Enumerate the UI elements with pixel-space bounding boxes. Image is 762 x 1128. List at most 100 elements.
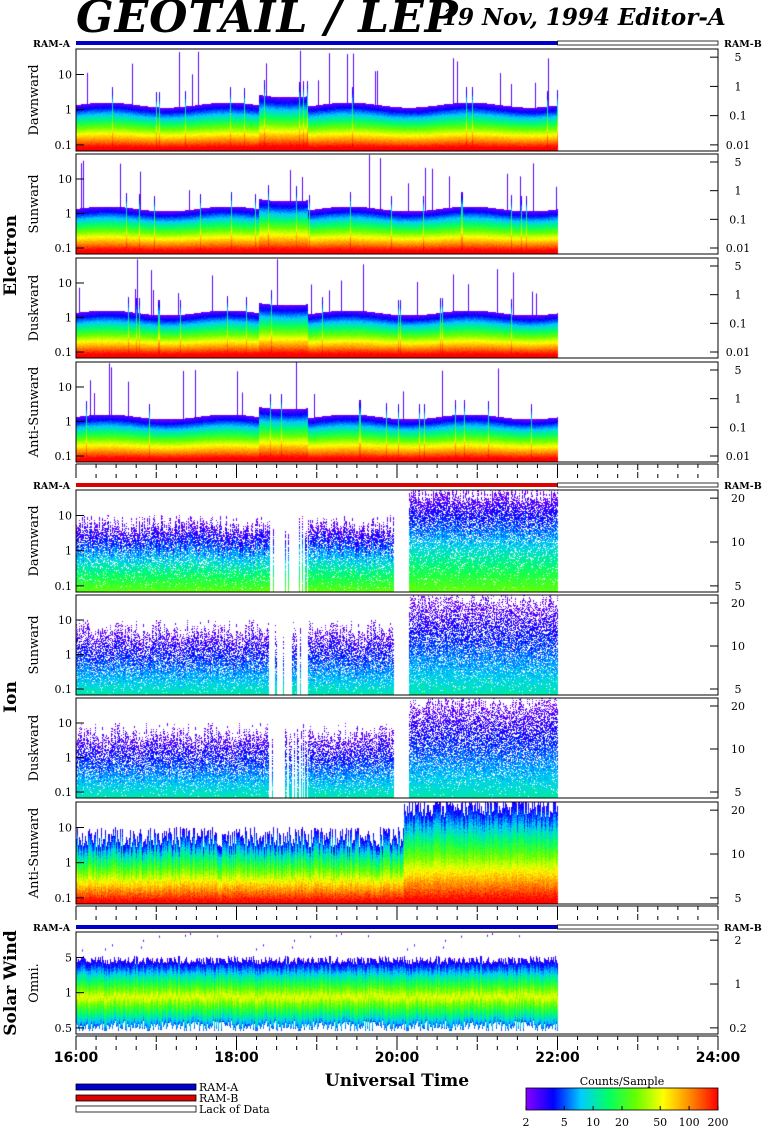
y2-tick-label: 0.01: [726, 346, 751, 359]
spectrogram-0-1: [76, 154, 718, 254]
panel-frame: [75, 257, 719, 359]
y2-tick-label: 0.1: [729, 213, 747, 226]
y2-tick-label: 1: [735, 978, 742, 991]
x-tick-label: 16:00: [54, 1050, 99, 1066]
y2-tick-label: 5: [735, 364, 742, 377]
y2-tick-label: 20: [731, 700, 745, 713]
y2-tick-label: 0.01: [726, 242, 751, 255]
x-tick-label: 22:00: [535, 1050, 580, 1066]
ram-bar-0-lack: [557, 40, 719, 46]
y2-tick-label: 5: [735, 892, 742, 905]
y2-tick-label: 10: [731, 848, 745, 861]
y-tick-label: 1: [65, 752, 72, 765]
panel-label: Omni.: [27, 963, 42, 1003]
y2-tick-label: 1: [735, 80, 742, 93]
y-tick-label: 10: [58, 277, 72, 290]
y2-tick-label: 5: [735, 683, 742, 696]
panel-frame: [75, 361, 719, 463]
y2-tick-label: 5: [735, 51, 742, 64]
y2-tick-label: 0.1: [729, 110, 747, 123]
y-tick-label: 1: [65, 104, 72, 117]
y2-tick-label: 10: [731, 640, 745, 653]
y-tick-label: 10: [58, 510, 72, 523]
ram-bar-2-filled: [76, 925, 558, 929]
group-label: Electron: [1, 215, 21, 296]
y2-tick-label: 0.1: [729, 421, 747, 434]
y2-tick-label: 5: [735, 580, 742, 593]
chart-subtitle: 19 Nov, 1994 Editor-A: [442, 4, 726, 31]
y-tick-label: 1: [65, 649, 72, 662]
panel-label: Sunward: [27, 174, 42, 233]
ram-left-label: RAM-A: [33, 481, 71, 492]
legend-label: RAM-A: [199, 1081, 239, 1094]
y-tick-label: 10: [58, 614, 72, 627]
panel-label: Sunward: [27, 615, 42, 674]
legend-swatch: [75, 1094, 197, 1102]
colorbar-tick-label: 10: [586, 1116, 600, 1128]
y-tick-label: 0.1: [55, 580, 73, 593]
y2-tick-label: 0.1: [729, 317, 747, 330]
y-tick-label: 1: [65, 987, 72, 1000]
y-tick-label: 10: [58, 717, 72, 730]
ram-bar-1-lack: [557, 482, 719, 488]
ram-bar-2-lack: [557, 924, 719, 930]
legend-swatch: [75, 1105, 197, 1113]
panel-frame: [75, 594, 719, 696]
y2-tick-label: 1: [735, 393, 742, 406]
y-tick-label: 0.1: [55, 139, 73, 152]
group-electron: RAM-A RAM-B: [33, 39, 762, 50]
group-ion: RAM-A RAM-B: [33, 481, 762, 492]
panel-label: Duskward: [27, 715, 42, 782]
ram-right-label: RAM-B: [724, 39, 762, 50]
panel-frame: [75, 697, 719, 799]
spectrogram-1-1: [76, 595, 718, 695]
y2-tick-label: 20: [731, 597, 745, 610]
y2-tick-label: 20: [731, 492, 745, 505]
y2-tick-label: 0.01: [726, 139, 751, 152]
y2-tick-label: 5: [735, 260, 742, 273]
ram-left-label: RAM-A: [33, 39, 71, 50]
colorbar-tick-label: 2: [523, 1116, 530, 1128]
y-tick-label: 1: [65, 416, 72, 429]
y2-tick-label: 10: [731, 536, 745, 549]
panel-label: Duskward: [27, 275, 42, 342]
spectrogram-1-3: [76, 802, 718, 904]
panel-frame: [75, 489, 719, 593]
y-tick-label: 10: [58, 822, 72, 835]
panel-frame: [75, 931, 719, 1035]
y-tick-label: 0.1: [55, 786, 73, 799]
group-label: Ion: [1, 681, 21, 713]
colorbar-tick-label: 20: [615, 1116, 629, 1128]
y-tick-label: 5: [65, 952, 72, 965]
ram-bar-1-filled: [76, 483, 558, 487]
x-axis-ticks-2: [75, 1035, 719, 1050]
colorbar-tick-label: 5: [561, 1116, 568, 1128]
panel-label: Dawnward: [27, 64, 42, 135]
spectrogram-0-0: [76, 49, 718, 151]
legend-swatch: [75, 1083, 197, 1091]
colorbar-tick-label: 100: [679, 1116, 700, 1128]
y-tick-label: 0.1: [55, 683, 73, 696]
y-tick-label: 0.5: [55, 1022, 73, 1035]
spectrogram-0-2: [76, 258, 718, 358]
panel-label: Anti-Sunward: [27, 367, 42, 459]
panel-frame: [75, 153, 719, 255]
y-tick-label: 0.1: [55, 450, 73, 463]
chart-title: GEOTAIL / LEP: [76, 0, 459, 43]
y-tick-label: 0.1: [55, 892, 73, 905]
y-tick-label: 10: [58, 69, 72, 82]
y2-tick-label: 5: [735, 786, 742, 799]
panel-label: Dawnward: [27, 505, 42, 576]
x-axis-label: Universal Time: [325, 1071, 469, 1091]
group-label: Solar Wind: [1, 930, 21, 1036]
x-tick-label: 24:00: [696, 1050, 741, 1066]
spectrogram-2-0: [76, 932, 718, 1034]
y2-tick-label: 1: [735, 289, 742, 302]
colorbar-tick-label: 200: [708, 1116, 729, 1128]
y-tick-label: 1: [65, 545, 72, 558]
legend-label: Lack of Data: [199, 1103, 270, 1116]
y-tick-label: 1: [65, 312, 72, 325]
ram-bar-0-filled: [76, 41, 558, 45]
y2-tick-label: 20: [731, 804, 745, 817]
